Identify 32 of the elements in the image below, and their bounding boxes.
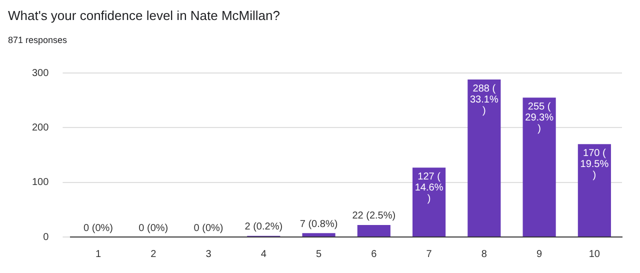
bar <box>412 168 446 236</box>
data-label: 0 (0%) <box>84 222 113 234</box>
x-tick-label: 7 <box>426 248 432 260</box>
x-tick-label: 8 <box>481 248 488 260</box>
chart-title: What's your confidence level in Nate McMillan? <box>8 8 281 23</box>
x-tick-label: 10 <box>588 248 600 260</box>
x-tick-label: 6 <box>371 248 378 260</box>
y-tick-label: 300 <box>32 68 50 79</box>
data-label: 255 (29.3%) <box>525 101 554 134</box>
x-tick-label: 3 <box>206 248 212 260</box>
x-tick-label: 2 <box>150 248 157 260</box>
data-label: 170 (19.5%) <box>580 148 609 181</box>
data-label: 288 (33.1%) <box>470 83 498 116</box>
x-tick-label: 1 <box>95 248 102 260</box>
data-label: 0 (0%) <box>138 222 168 234</box>
data-label: 22 (2.5%) <box>352 210 396 222</box>
y-tick-label: 100 <box>32 177 50 188</box>
data-label: 2 (0.2%) <box>244 222 283 233</box>
bar <box>522 98 556 236</box>
data-label: 0 (0%) <box>194 222 224 234</box>
data-label: 127 (14.6%) <box>414 171 444 204</box>
bar <box>468 80 501 236</box>
x-tick-label: 5 <box>316 248 322 260</box>
data-label: 7 (0.8%) <box>300 218 338 230</box>
chart-subtitle: 871 responses <box>8 35 68 45</box>
y-tick-label: 200 <box>32 122 50 134</box>
x-tick-label: 9 <box>536 248 543 260</box>
y-tick-label: 0 <box>43 232 50 243</box>
x-tick-label: 4 <box>260 248 267 260</box>
bar <box>357 224 390 236</box>
bar <box>302 233 336 236</box>
bar <box>578 144 611 236</box>
